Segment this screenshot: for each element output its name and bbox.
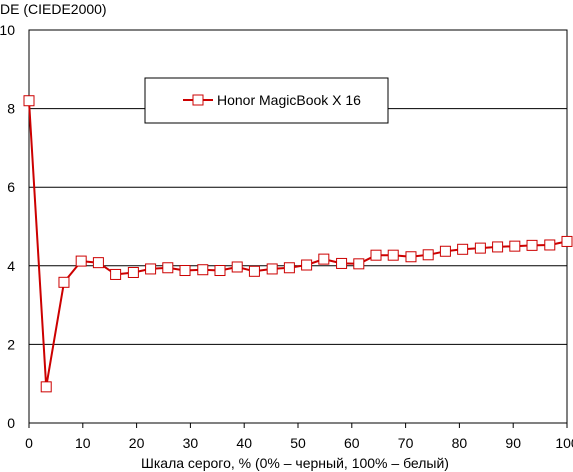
data-point (422, 249, 434, 261)
y-tick-label: 8 (7, 101, 15, 117)
data-point (197, 264, 209, 276)
x-tick-label: 60 (344, 435, 360, 451)
data-point (75, 255, 87, 267)
data-point (179, 265, 191, 277)
data-point (474, 242, 486, 254)
data-point (336, 257, 348, 269)
data-point (301, 259, 313, 271)
data-point (283, 262, 295, 274)
y-tick-label: 6 (7, 179, 15, 195)
data-point (387, 249, 399, 261)
x-tick-label: 10 (75, 435, 91, 451)
data-point (248, 265, 260, 277)
y-tick-label: 2 (7, 336, 15, 352)
data-point (92, 257, 104, 269)
data-point (405, 251, 417, 263)
data-point (509, 240, 521, 252)
data-point (23, 95, 35, 107)
data-point (110, 268, 122, 280)
series-layer (23, 95, 573, 393)
x-axis-title: Шкала серого, % (0% – черный, 100% – бел… (141, 455, 449, 471)
data-point (40, 381, 52, 393)
y-tick-label: 10 (0, 22, 15, 38)
data-point (544, 239, 556, 251)
y-axis-title: DE (CIEDE2000) (0, 1, 107, 17)
data-point (561, 235, 573, 247)
legend-marker (192, 94, 204, 106)
x-tick-label: 100 (555, 435, 573, 451)
data-point (318, 253, 330, 265)
legend: Honor MagicBook X 16 (144, 77, 389, 124)
data-point (214, 265, 226, 277)
x-tick-label: 70 (398, 435, 414, 451)
data-point (492, 241, 504, 253)
legend-label: Honor MagicBook X 16 (217, 92, 361, 108)
data-point (353, 258, 365, 270)
x-tick-label: 20 (129, 435, 145, 451)
data-point (231, 261, 243, 273)
x-tick-label: 40 (236, 435, 252, 451)
x-axis-ticks: 0 10 20 30 40 50 60 70 80 90 100 (25, 423, 573, 451)
data-point (58, 276, 70, 288)
series-line (28, 100, 568, 388)
data-point (145, 263, 157, 275)
data-point (439, 245, 451, 257)
y-tick-label: 4 (7, 258, 15, 274)
y-tick-label: 0 (7, 415, 15, 431)
x-tick-label: 90 (505, 435, 521, 451)
y-axis-ticks: 0 2 4 6 8 10 (0, 22, 15, 431)
data-point (162, 262, 174, 274)
data-point (457, 243, 469, 255)
x-tick-label: 30 (183, 435, 199, 451)
data-point (526, 239, 538, 251)
x-tick-label: 80 (452, 435, 468, 451)
x-tick-label: 50 (290, 435, 306, 451)
x-tick-label: 0 (25, 435, 33, 451)
data-point (370, 249, 382, 261)
data-point (266, 263, 278, 275)
data-point (127, 266, 139, 278)
